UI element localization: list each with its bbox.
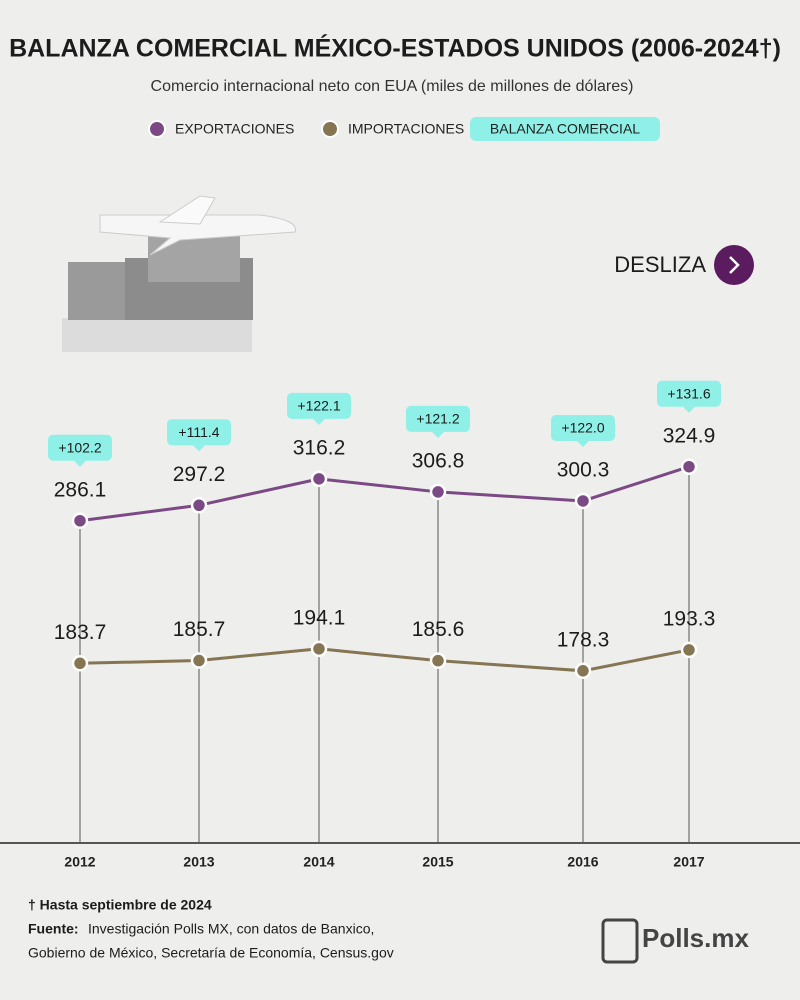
swipe-button[interactable]	[714, 245, 754, 285]
illustration	[62, 195, 297, 352]
data-label: 300.3	[557, 459, 610, 482]
data-label: 185.7	[173, 618, 226, 641]
legend-label: IMPORTACIONES	[348, 121, 464, 137]
logo-icon	[601, 918, 639, 964]
swipe-arrow	[729, 256, 740, 274]
balance-box	[48, 434, 112, 461]
balance-pointer	[74, 460, 86, 467]
balance-label: +111.4	[178, 424, 219, 440]
source-line: Gobierno de México, Secretaría de Econom…	[28, 945, 394, 961]
balance-box	[287, 392, 351, 419]
balance-box	[406, 405, 470, 432]
point	[429, 483, 447, 501]
balance-label: +121.2	[416, 411, 459, 427]
balance-pointer	[683, 406, 695, 413]
balance-label: +122.0	[561, 420, 604, 436]
source-label: Fuente:	[28, 921, 79, 937]
source-line: Investigación Polls MX, con datos de Ban…	[88, 921, 374, 937]
x-tick-label: 2017	[673, 854, 704, 870]
point	[190, 652, 208, 669]
series-line	[79, 647, 690, 673]
point	[429, 652, 447, 669]
data-label: 316.2	[293, 436, 346, 459]
point	[71, 512, 89, 529]
data-label: 183.7	[54, 621, 107, 644]
swipe-label: DESLIZA	[614, 252, 706, 277]
balance-pointer	[193, 445, 205, 452]
point	[574, 492, 592, 510]
data-label: 324.9	[663, 424, 716, 447]
legend-label: EXPORTACIONES	[175, 121, 294, 137]
legend-pill	[470, 117, 660, 141]
point	[680, 458, 698, 475]
point	[310, 470, 328, 488]
data-label: 306.8	[412, 449, 465, 472]
data-label: 185.6	[412, 618, 465, 641]
legend-marker	[148, 120, 166, 138]
balance-label: +122.1	[297, 398, 340, 414]
data-label: 194.1	[293, 606, 346, 629]
balance-box	[551, 414, 615, 441]
chart-subtitle: Comercio internacional neto con EUA (mil…	[151, 78, 634, 95]
logo: Polls.mx	[642, 923, 749, 953]
balance-pointer	[432, 431, 444, 438]
x-tick-label: 2016	[567, 854, 598, 870]
balance-label: +131.6	[667, 385, 710, 401]
data-label: 297.2	[173, 463, 226, 486]
point	[190, 497, 208, 514]
data-label: 178.3	[557, 628, 610, 651]
x-tick-label: 2013	[183, 854, 214, 870]
balance-box	[167, 419, 231, 446]
data-label: 286.1	[54, 478, 107, 501]
footnote: † Hasta septiembre de 2024	[28, 897, 212, 913]
balance-box	[657, 380, 721, 407]
x-tick-label: 2012	[64, 854, 95, 870]
x-tick-label: 2014	[303, 854, 334, 870]
balance-label: +102.2	[58, 439, 101, 455]
point	[680, 641, 698, 659]
balance-pointer	[313, 418, 325, 425]
chart-title: BALANZA COMERCIAL MÉXICO-ESTADOS UNIDOS …	[9, 34, 781, 63]
balance-pointer	[577, 440, 589, 447]
point	[574, 662, 592, 680]
point	[71, 655, 89, 672]
point	[310, 640, 328, 658]
legend-label: BALANZA COMERCIAL	[490, 121, 640, 137]
series-line	[79, 465, 690, 523]
data-label: 193.3	[663, 607, 716, 630]
legend-marker	[321, 120, 339, 138]
x-tick-label: 2015	[422, 854, 453, 870]
